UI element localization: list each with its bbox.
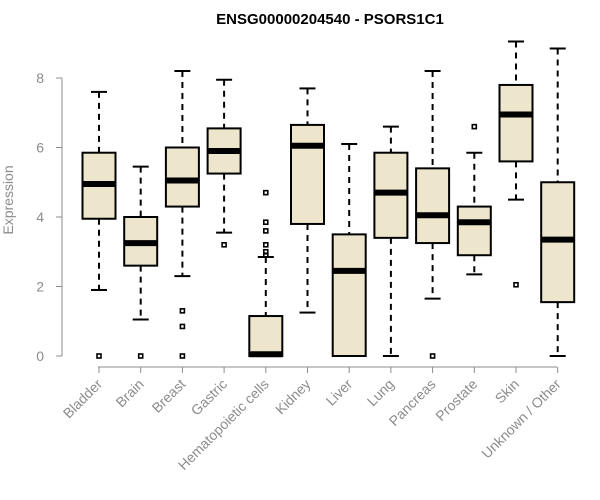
box-iqr <box>164 146 200 208</box>
outlier-point <box>262 219 269 226</box>
box-group <box>164 70 200 359</box>
x-tick-label: Breast <box>149 376 189 416</box>
outlier-point <box>262 189 269 196</box>
outlier-point <box>262 252 269 259</box>
outlier-point <box>513 281 519 288</box>
x-tick-label: Bladder <box>60 376 106 422</box>
y-axis-label: Expression <box>0 165 16 234</box>
box-iqr <box>290 123 325 225</box>
outlier-point <box>179 323 186 330</box>
outlier-point <box>221 242 227 248</box>
x-tick-label: Liver <box>323 376 356 409</box>
outlier-point <box>429 353 436 359</box>
y-tick-label: 8 <box>36 70 44 86</box>
x-tick-label: Kidney <box>272 376 314 418</box>
outlier-point <box>262 228 269 234</box>
box-iqr <box>415 167 451 245</box>
box-iqr <box>331 233 367 357</box>
box-group <box>248 189 284 358</box>
x-tick-label: Unknown / Other <box>478 376 564 462</box>
y-tick-label: 0 <box>36 348 44 364</box>
chart-title: ENSG00000204540 - PSORS1C1 <box>216 11 444 28</box>
box-group <box>373 125 409 357</box>
y-tick-label: 2 <box>36 279 44 295</box>
box-group <box>498 40 534 288</box>
y-ticks: 0 2 4 6 8 <box>36 70 62 364</box>
box-iqr <box>456 205 492 257</box>
outlier-point <box>179 353 186 359</box>
box-group <box>206 78 242 248</box>
x-tick-label: Lung <box>364 376 397 409</box>
box-group <box>290 87 325 314</box>
box-iqr <box>498 83 534 163</box>
x-tick-label: Skin <box>492 376 523 407</box>
y-tick-label: 6 <box>36 140 44 156</box>
outlier-point <box>179 308 186 314</box>
box-group <box>415 70 451 359</box>
box-group <box>331 143 367 357</box>
box-iqr <box>248 315 284 358</box>
outlier-point <box>96 353 102 359</box>
y-tick-label: 4 <box>36 209 44 225</box>
box-group <box>456 123 492 276</box>
x-tick-label: Brain <box>112 376 146 410</box>
box-group <box>123 165 159 359</box>
boxes <box>81 40 576 359</box>
outlier-point <box>137 353 144 359</box>
outlier-point <box>262 242 269 248</box>
outlier-point <box>471 123 478 130</box>
box-group <box>540 47 576 357</box>
x-tick-label: Prostate <box>432 376 480 424</box>
box-group <box>81 90 117 359</box>
